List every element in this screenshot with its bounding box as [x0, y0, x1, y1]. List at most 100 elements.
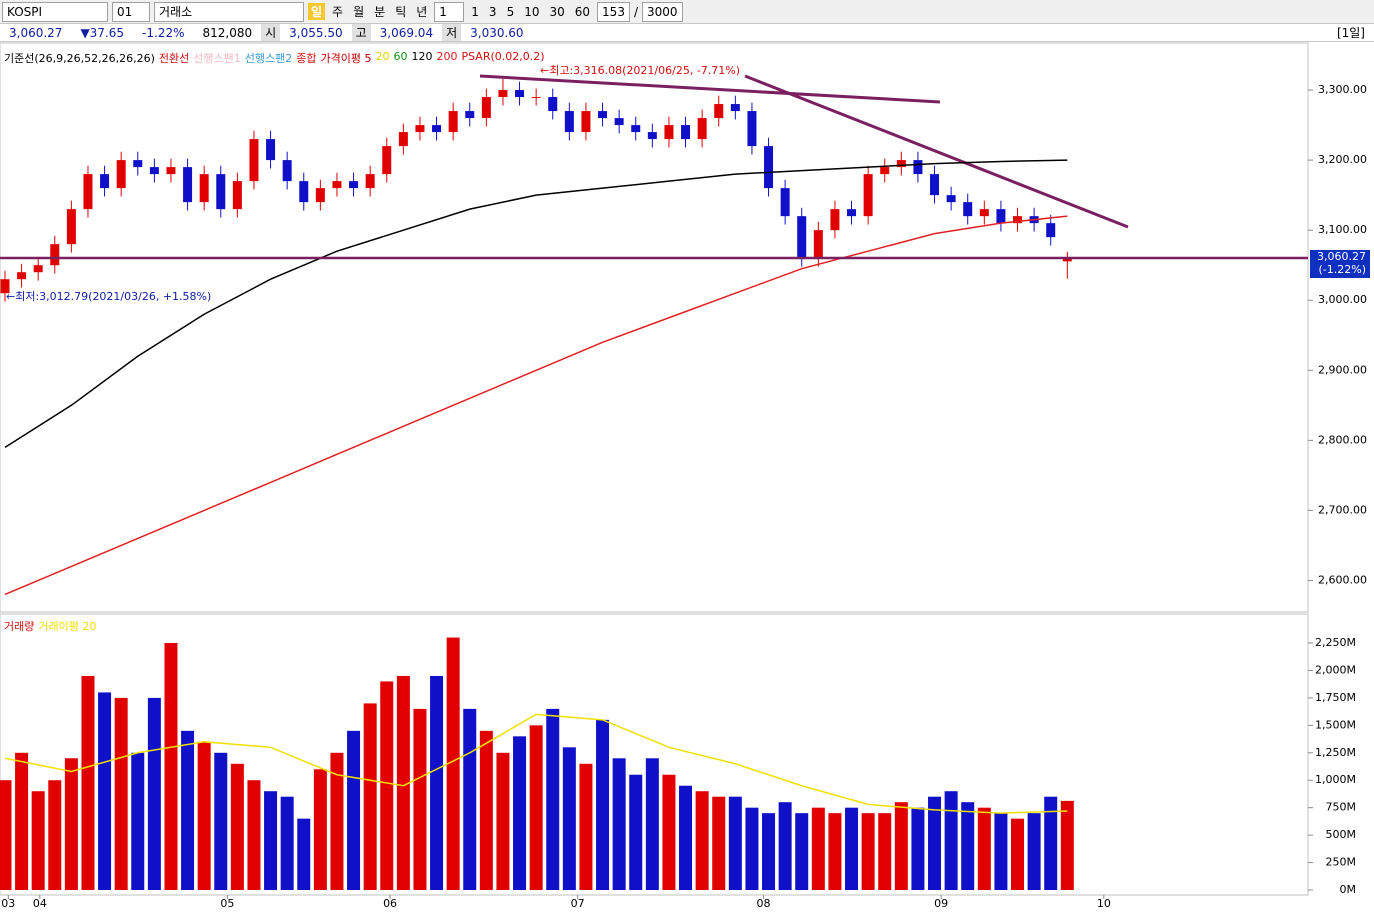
volume-bar — [928, 796, 942, 890]
candle-body — [382, 146, 392, 175]
y-tick-label: 500M — [1326, 828, 1357, 841]
y-tick-label: 2,000M — [1315, 663, 1356, 676]
price-legend: 기준선(26,9,26,52,26,26,26) 전환선 선행스팬1 선행스팬2 종합 가… — [4, 50, 545, 66]
candle-body — [880, 167, 890, 175]
x-tick-label: 08 — [757, 897, 771, 910]
quick-button[interactable]: 60 — [574, 4, 591, 19]
candle-body — [714, 104, 724, 119]
volume-bar — [977, 807, 991, 890]
volume-bar — [430, 675, 444, 890]
period-button[interactable]: 주 — [332, 5, 344, 19]
ma-line — [4, 713, 1068, 814]
quick-button[interactable]: 10 — [524, 4, 540, 19]
volume-bar — [944, 791, 958, 890]
volume-bar — [994, 813, 1008, 890]
quick-button[interactable]: 1 — [471, 4, 479, 19]
candle-body — [681, 125, 691, 140]
x-tick-label: 03 — [1, 897, 15, 910]
y-tick-label: 2,900.00 — [1318, 363, 1367, 376]
volume-bar — [264, 791, 278, 890]
candle-body — [515, 90, 525, 98]
volume-bar — [795, 813, 809, 890]
volume-bar — [479, 730, 493, 890]
candle-body — [432, 125, 442, 133]
candle-body — [813, 230, 823, 259]
max[interactable]: 3000 — [642, 1, 683, 22]
candle-body — [946, 195, 956, 203]
legend-entry: 선행스팬1 — [193, 52, 241, 65]
quick-button[interactable]: 5 — [506, 4, 515, 19]
candle-body — [232, 181, 242, 210]
volume-bar — [695, 791, 709, 890]
volume-bar — [596, 719, 610, 890]
candle-body — [647, 132, 657, 140]
y-tick-label: 3,100.00 — [1318, 223, 1367, 236]
volume-bar — [114, 697, 128, 890]
legend-entry: 전환선 — [158, 52, 190, 65]
market-code[interactable]: 01 — [112, 1, 150, 22]
volume-bar — [15, 752, 29, 890]
candle-body — [1062, 257, 1072, 262]
period-button[interactable]: 년 — [416, 5, 428, 19]
candle-body — [349, 181, 359, 189]
candle-body — [83, 174, 93, 210]
volume-bar — [728, 796, 742, 890]
volume-bar — [579, 763, 593, 890]
period-button[interactable]: 일 — [308, 3, 326, 20]
candle-body — [979, 209, 989, 217]
volume-bar — [347, 730, 361, 890]
candle-body — [282, 160, 292, 182]
code-input[interactable]: KOSPI — [2, 1, 108, 22]
y-tick-label: 3,300.00 — [1318, 83, 1367, 96]
volume-bar — [712, 796, 726, 890]
candle-body — [581, 111, 591, 133]
candle-body — [448, 111, 458, 133]
volume-bar — [546, 708, 560, 890]
candle-body — [996, 209, 1006, 224]
legend-entry: PSAR(0.02,0.2) — [461, 50, 545, 63]
span[interactable]: [1일] — [1336, 26, 1365, 40]
annotation: ←최저:3,012.79(2021/03/26, +1.58%) — [6, 290, 211, 303]
volume-bar — [214, 752, 228, 890]
y-tick-label: 2,800.00 — [1318, 433, 1367, 446]
high: 3,069.04 — [379, 25, 434, 40]
ma-line — [4, 159, 1068, 448]
candle-body — [66, 209, 76, 245]
candle-body — [598, 111, 608, 119]
trend-line — [744, 74, 1129, 229]
volume-bar — [828, 813, 842, 890]
candle-body — [863, 174, 873, 217]
high-label: 고 — [351, 24, 371, 41]
legend-entry: 200 — [436, 50, 458, 63]
period-button[interactable]: 분 — [374, 5, 386, 19]
legend-entry: 60 — [393, 50, 408, 63]
open: 3,055.50 — [289, 25, 343, 40]
candle-body — [465, 111, 475, 119]
period-button[interactable]: 월 — [353, 5, 365, 19]
count[interactable]: 153 — [597, 1, 630, 22]
quick-button[interactable]: 3 — [488, 4, 497, 19]
x-tick-label: 07 — [571, 897, 585, 910]
candle-body — [332, 181, 342, 189]
period-n[interactable]: 1 — [434, 1, 465, 22]
quick-button[interactable]: 30 — [549, 4, 565, 19]
candle-body — [896, 160, 906, 168]
volume-bar — [629, 774, 643, 890]
last-price-box — [1310, 249, 1370, 278]
y-tick-label: 2,700.00 — [1318, 503, 1367, 516]
volume-bar — [745, 807, 759, 890]
volume-bar — [197, 741, 211, 890]
y-tick-label: 2,600.00 — [1318, 573, 1367, 586]
candle-body — [50, 244, 60, 266]
period-button[interactable]: 틱 — [395, 5, 407, 19]
candle-body — [166, 167, 176, 175]
market-name[interactable]: 거래소 — [154, 1, 304, 22]
candle-body — [0, 279, 10, 294]
volume-bar — [380, 681, 394, 890]
legend-entry: 120 — [411, 50, 433, 63]
volume-bar — [313, 769, 327, 890]
